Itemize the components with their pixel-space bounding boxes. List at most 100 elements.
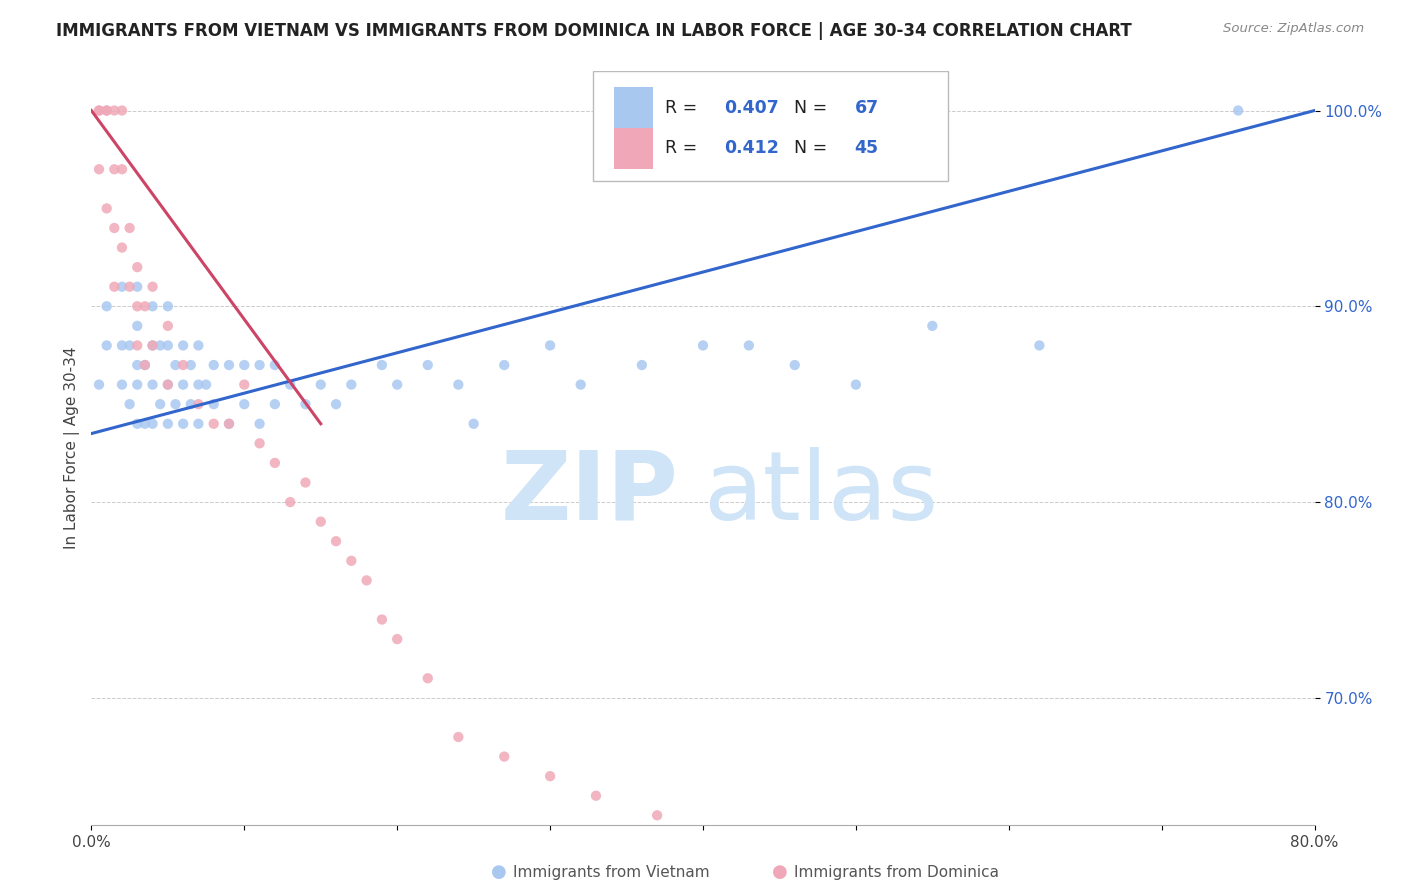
Text: ZIP: ZIP: [501, 447, 679, 540]
Point: [149, 397, 172, 411]
Point: [103, 221, 125, 235]
Point: [87, 103, 110, 118]
Point: [325, 534, 347, 549]
Point: [494, 358, 516, 372]
Text: 0.412: 0.412: [724, 139, 779, 157]
Point: [96, 299, 118, 313]
Point: [233, 377, 256, 392]
Point: [463, 417, 485, 431]
Text: IMMIGRANTS FROM VIETNAM VS IMMIGRANTS FROM DOMINICA IN LABOR FORCE | AGE 30-34 C: IMMIGRANTS FROM VIETNAM VS IMMIGRANTS FR…: [56, 22, 1132, 40]
Point: [127, 260, 149, 274]
Point: [141, 338, 163, 352]
Point: [118, 397, 141, 411]
Bar: [613, 128, 652, 169]
Point: [264, 397, 287, 411]
Point: [233, 358, 256, 372]
Point: [187, 377, 209, 392]
Point: [156, 377, 179, 392]
Point: [156, 318, 179, 333]
Y-axis label: In Labor Force | Age 30-34: In Labor Force | Age 30-34: [65, 347, 80, 549]
Point: [180, 397, 202, 411]
Point: [127, 279, 149, 293]
Point: [921, 318, 943, 333]
Point: [118, 279, 141, 293]
Point: [96, 103, 118, 118]
Point: [340, 554, 363, 568]
Point: [111, 241, 134, 255]
Point: [141, 377, 163, 392]
Point: [165, 358, 187, 372]
Point: [96, 103, 118, 118]
Point: [141, 417, 163, 431]
Point: [249, 417, 271, 431]
Point: [156, 338, 179, 352]
Point: [202, 397, 225, 411]
Text: ●: ●: [772, 863, 789, 881]
Point: [111, 279, 134, 293]
Point: [692, 338, 714, 352]
Point: [127, 377, 149, 392]
Point: [569, 377, 592, 392]
Point: [141, 338, 163, 352]
Point: [127, 417, 149, 431]
Point: [134, 417, 156, 431]
Point: [187, 397, 209, 411]
Point: [264, 358, 287, 372]
Point: [249, 436, 271, 450]
Text: 45: 45: [855, 139, 879, 157]
Point: [195, 377, 218, 392]
Point: [783, 358, 806, 372]
Point: [845, 377, 868, 392]
Point: [294, 475, 316, 490]
Point: [96, 338, 118, 352]
Point: [447, 730, 470, 744]
Point: [294, 397, 316, 411]
Text: 0.407: 0.407: [724, 99, 779, 117]
Text: atlas: atlas: [703, 447, 938, 540]
Point: [416, 358, 439, 372]
Point: [87, 377, 110, 392]
Point: [447, 377, 470, 392]
Point: [87, 162, 110, 177]
Point: [494, 749, 516, 764]
Point: [103, 279, 125, 293]
Text: N =: N =: [793, 99, 832, 117]
Text: R =: R =: [665, 139, 703, 157]
Point: [202, 358, 225, 372]
Point: [631, 358, 654, 372]
Point: [141, 279, 163, 293]
Text: N =: N =: [793, 139, 832, 157]
Point: [141, 299, 163, 313]
Text: 67: 67: [855, 99, 879, 117]
Text: R =: R =: [665, 99, 703, 117]
FancyBboxPatch shape: [593, 71, 948, 181]
Point: [187, 417, 209, 431]
Point: [264, 456, 287, 470]
Point: [356, 574, 378, 588]
Point: [249, 358, 271, 372]
Point: [111, 162, 134, 177]
Point: [218, 417, 240, 431]
Point: [118, 338, 141, 352]
Text: Immigrants from Vietnam: Immigrants from Vietnam: [513, 865, 710, 880]
Point: [134, 358, 156, 372]
Point: [111, 338, 134, 352]
Point: [156, 299, 179, 313]
Point: [309, 377, 332, 392]
Point: [385, 632, 409, 646]
Point: [309, 515, 332, 529]
Point: [1028, 338, 1050, 352]
Point: [172, 417, 194, 431]
Point: [127, 338, 149, 352]
Text: Source: ZipAtlas.com: Source: ZipAtlas.com: [1223, 22, 1364, 36]
Point: [180, 358, 202, 372]
Point: [371, 358, 394, 372]
Point: [156, 377, 179, 392]
Point: [172, 358, 194, 372]
Point: [172, 338, 194, 352]
Point: [127, 299, 149, 313]
Point: [156, 417, 179, 431]
Point: [111, 103, 134, 118]
Point: [103, 162, 125, 177]
Point: [645, 808, 668, 822]
